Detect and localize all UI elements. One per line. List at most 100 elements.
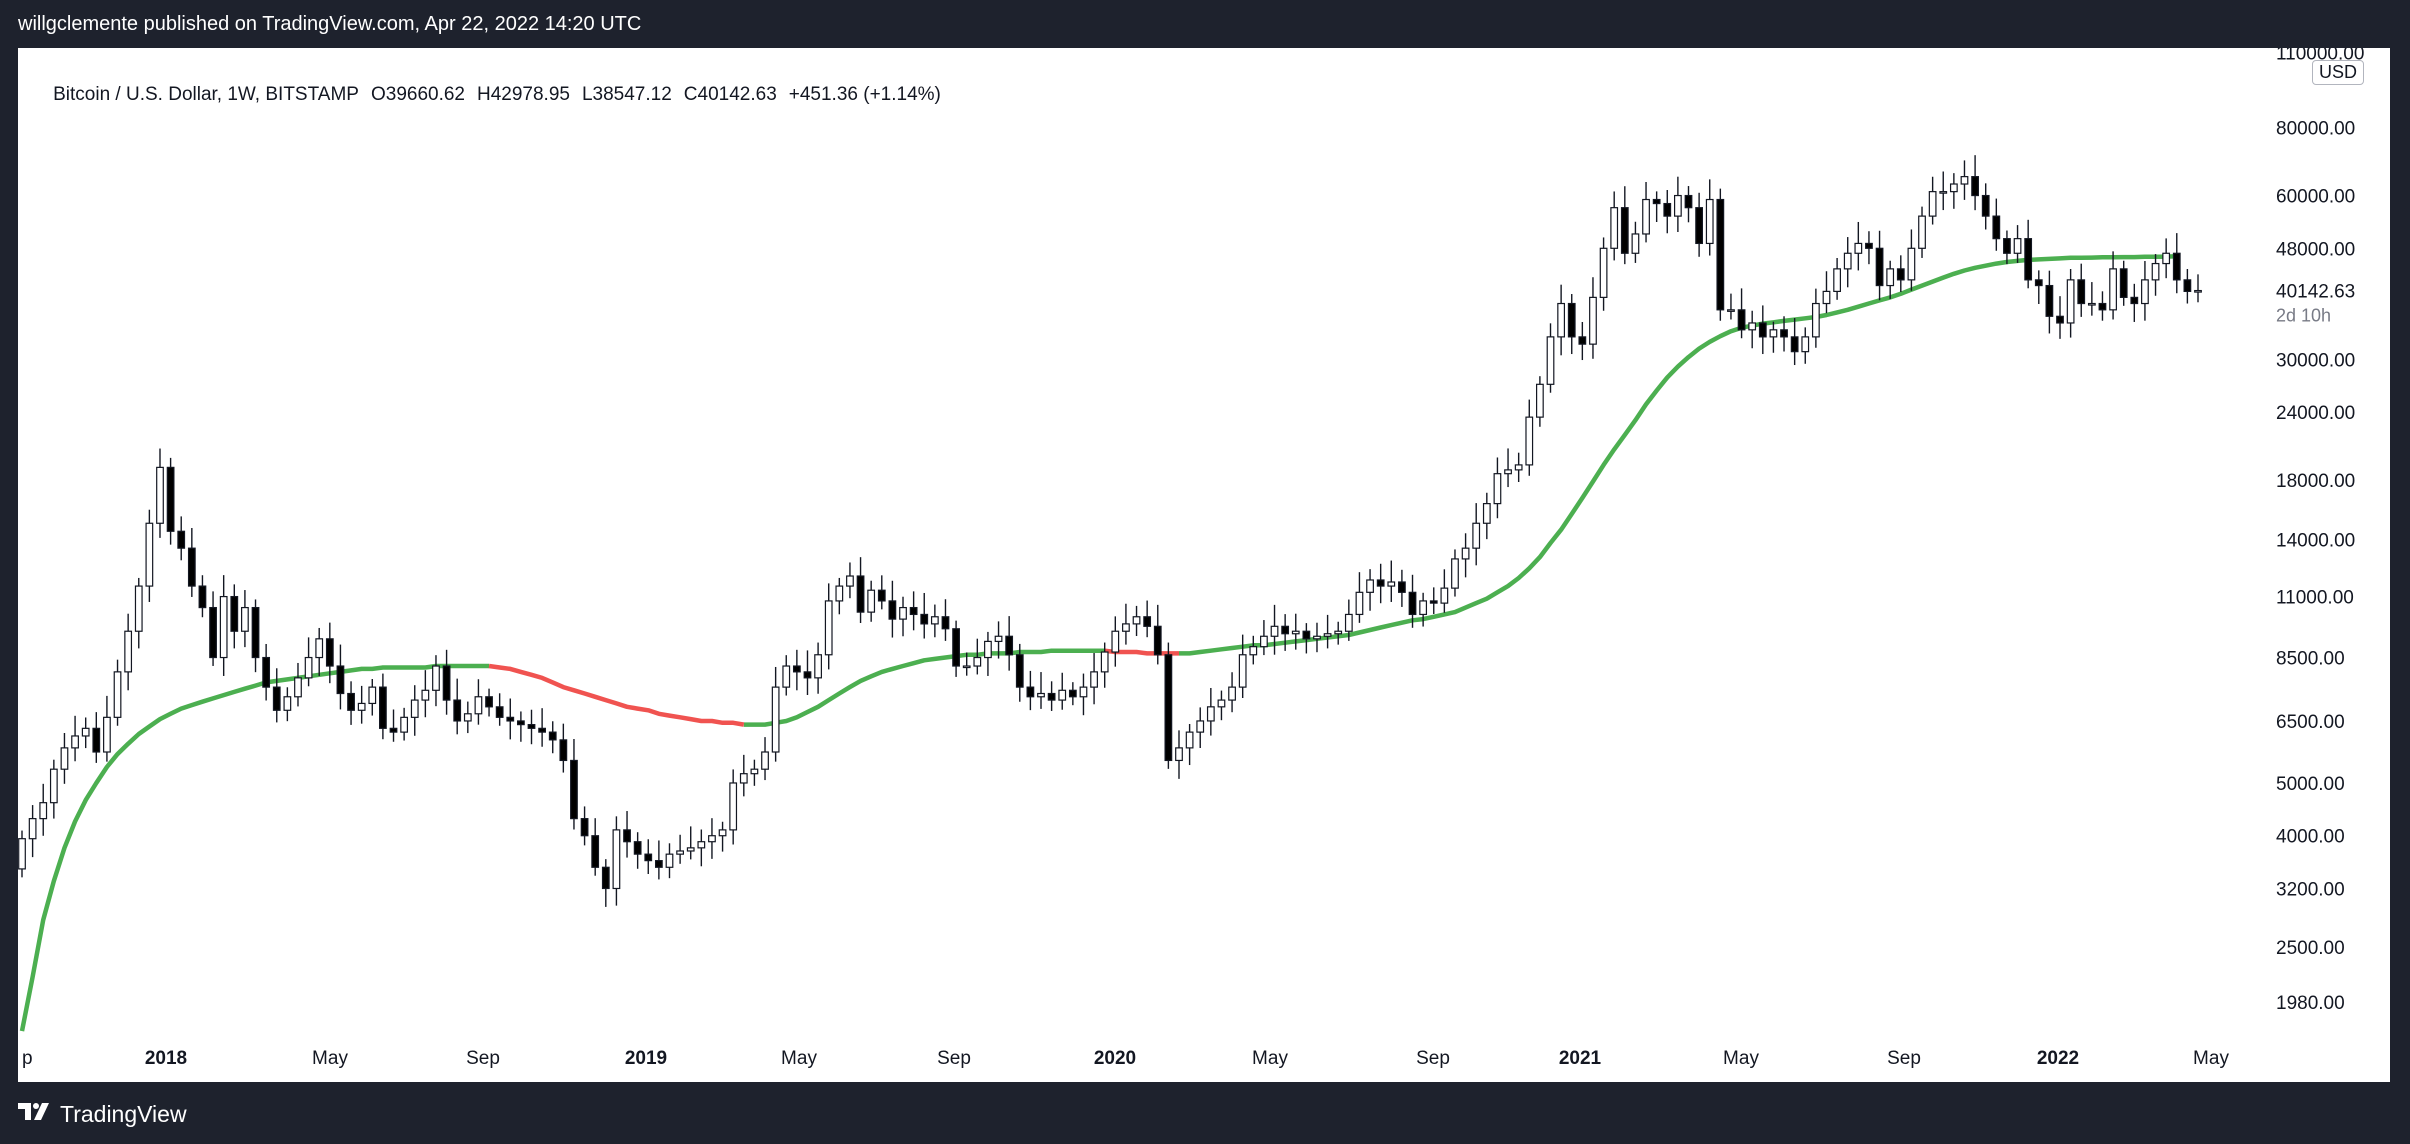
candle[interactable] xyxy=(1578,321,1587,361)
candle[interactable] xyxy=(2045,270,2054,334)
candle[interactable] xyxy=(1865,231,1873,265)
candle[interactable] xyxy=(1398,569,1406,607)
candle[interactable] xyxy=(198,575,207,618)
candle[interactable] xyxy=(1429,587,1438,615)
candle[interactable] xyxy=(1344,599,1353,641)
candle[interactable] xyxy=(2183,269,2192,304)
candle[interactable] xyxy=(60,732,69,784)
candle[interactable] xyxy=(1111,616,1120,667)
candle[interactable] xyxy=(336,644,345,710)
candle[interactable] xyxy=(400,707,409,741)
candle[interactable] xyxy=(485,688,493,717)
candle[interactable] xyxy=(304,637,313,687)
candle[interactable] xyxy=(1260,620,1268,656)
candle[interactable] xyxy=(1482,492,1491,540)
candle[interactable] xyxy=(410,685,419,736)
candle[interactable] xyxy=(516,711,525,742)
candle[interactable] xyxy=(792,649,801,691)
candle[interactable] xyxy=(1355,572,1364,623)
candle[interactable] xyxy=(1811,288,1820,348)
candle[interactable] xyxy=(846,562,854,599)
candle[interactable] xyxy=(623,811,631,858)
candle[interactable] xyxy=(1408,574,1417,628)
candle[interactable] xyxy=(1557,284,1566,356)
candle[interactable] xyxy=(463,701,472,734)
candle[interactable] xyxy=(1567,294,1576,355)
candle[interactable] xyxy=(219,575,228,676)
candle[interactable] xyxy=(495,693,504,726)
candle[interactable] xyxy=(1122,603,1130,645)
candle[interactable] xyxy=(1015,643,1024,702)
candle[interactable] xyxy=(1143,600,1152,638)
candle[interactable] xyxy=(1833,258,1841,300)
candle[interactable] xyxy=(803,650,812,696)
candle[interactable] xyxy=(453,678,462,735)
chart-panel[interactable]: 110000.00 80000.00 60000.00 48000.00 30000.0… xyxy=(18,48,2390,1082)
candle[interactable] xyxy=(251,599,260,673)
candle[interactable] xyxy=(1068,682,1077,706)
candle[interactable] xyxy=(761,737,769,781)
candle[interactable] xyxy=(1026,670,1035,711)
candle[interactable] xyxy=(2119,260,2128,306)
candle[interactable] xyxy=(1748,310,1757,349)
candle[interactable] xyxy=(124,613,133,691)
candle[interactable] xyxy=(1854,221,1863,271)
candle[interactable] xyxy=(2162,238,2171,279)
candle[interactable] xyxy=(1058,672,1067,710)
candle[interactable] xyxy=(867,580,876,622)
candle[interactable] xyxy=(315,627,324,676)
candle[interactable] xyxy=(580,806,589,846)
candle[interactable] xyxy=(325,622,334,684)
candle[interactable] xyxy=(18,830,26,878)
candle[interactable] xyxy=(1705,179,1714,256)
candle[interactable] xyxy=(888,580,897,638)
candle[interactable] xyxy=(899,596,907,637)
candle[interactable] xyxy=(1939,171,1948,211)
candle[interactable] xyxy=(1801,327,1810,364)
candle[interactable] xyxy=(994,621,1003,659)
candle[interactable] xyxy=(389,709,398,742)
candle[interactable] xyxy=(1949,173,1958,209)
candle[interactable] xyxy=(187,528,196,597)
candle[interactable] xyxy=(1185,723,1194,766)
candle[interactable] xyxy=(262,643,271,701)
candle[interactable] xyxy=(2087,282,2096,316)
candle[interactable] xyxy=(1153,604,1162,665)
candle[interactable] xyxy=(134,577,143,649)
candle[interactable] xyxy=(835,577,844,615)
candle[interactable] xyxy=(92,712,101,763)
candle[interactable] xyxy=(1323,614,1332,649)
candle[interactable] xyxy=(1302,623,1311,654)
candle[interactable] xyxy=(750,759,759,786)
candle[interactable] xyxy=(697,829,706,867)
candle[interactable] xyxy=(1907,229,1916,291)
candle[interactable] xyxy=(2003,230,2011,265)
candle[interactable] xyxy=(676,834,684,864)
candle[interactable] xyxy=(49,759,58,819)
candle[interactable] xyxy=(442,649,451,715)
candle[interactable] xyxy=(1790,318,1799,366)
candle[interactable] xyxy=(2066,269,2075,338)
candle[interactable] xyxy=(1886,260,1895,299)
candle[interactable] xyxy=(1504,448,1512,488)
candle[interactable] xyxy=(1079,673,1088,716)
candle[interactable] xyxy=(2024,219,2033,289)
candle[interactable] xyxy=(81,717,90,749)
candle[interactable] xyxy=(1663,190,1672,234)
candle[interactable] xyxy=(1175,730,1183,779)
candle[interactable] xyxy=(856,557,865,624)
candle[interactable] xyxy=(1249,635,1258,665)
candle[interactable] xyxy=(177,516,186,561)
candle[interactable] xyxy=(1037,672,1045,709)
candle[interactable] xyxy=(538,708,547,747)
candle[interactable] xyxy=(686,826,695,860)
candle[interactable] xyxy=(2077,263,2086,317)
candle[interactable] xyxy=(973,638,982,675)
candle[interactable] xyxy=(2098,291,2107,321)
candle[interactable] xyxy=(1684,186,1693,223)
candle[interactable] xyxy=(920,592,929,639)
candle[interactable] xyxy=(1228,672,1236,713)
candle[interactable] xyxy=(272,668,281,723)
candle[interactable] xyxy=(824,583,833,670)
candle[interactable] xyxy=(71,715,79,762)
